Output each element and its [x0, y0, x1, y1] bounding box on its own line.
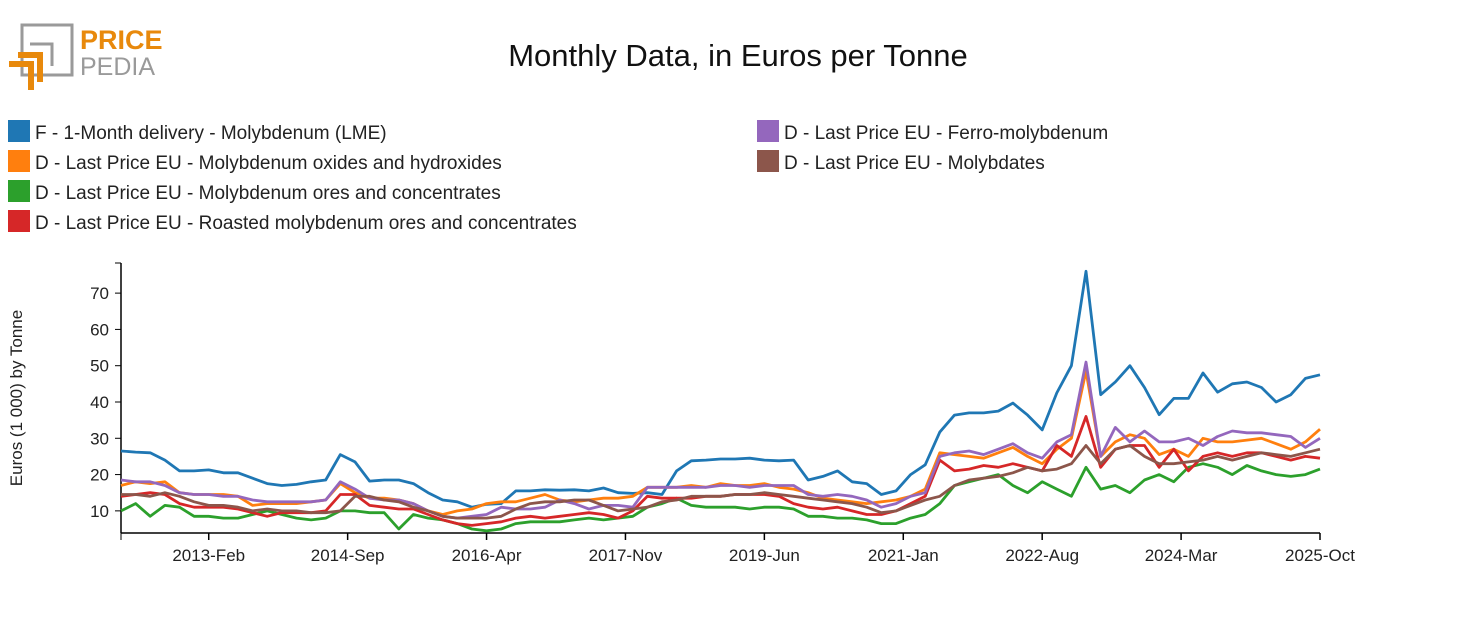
- y-tick-label: 60: [90, 320, 109, 339]
- legend-item[interactable]: D - Last Price EU - Ferro-molybdenum: [757, 120, 1108, 144]
- y-tick-label: 40: [90, 393, 109, 412]
- x-tick-label: 2024-Mar: [1145, 546, 1218, 565]
- legend-item[interactable]: D - Last Price EU - Molybdates: [757, 150, 1045, 174]
- series-line-1: [120, 369, 1321, 516]
- svg-text:PEDIA: PEDIA: [80, 53, 155, 81]
- x-tick-label: 2016-Apr: [452, 546, 522, 565]
- legend-label: D - Last Price EU - Ferro-molybdenum: [784, 123, 1108, 144]
- series-line-4: [120, 360, 1321, 520]
- legend-swatch: [8, 150, 30, 172]
- legend-item[interactable]: F - 1-Month delivery - Molybdenum (LME): [8, 120, 387, 144]
- y-tick-label: 10: [90, 502, 109, 521]
- legend-swatch: [8, 180, 30, 202]
- series-line-0: [120, 269, 1321, 509]
- legend-label: D - Last Price EU - Roasted molybdenum o…: [35, 213, 577, 234]
- series-line-5: [121, 444, 1321, 520]
- x-tick-label: 2019-Jun: [729, 546, 800, 565]
- series-lines: [120, 269, 1321, 533]
- y-tick-label: 20: [90, 466, 109, 485]
- x-tick-label: 2014-Sep: [311, 546, 385, 565]
- legend-swatch: [757, 120, 779, 142]
- y-axis-label: Euros (1 000) by Tonne: [7, 310, 26, 486]
- legend-swatch: [8, 120, 30, 142]
- series-line-2: [120, 462, 1321, 533]
- legend-item[interactable]: D - Last Price EU - Molybdenum ores and …: [8, 180, 501, 204]
- x-tick-label: 2017-Nov: [589, 546, 663, 565]
- x-tick-label: 2025-Oct: [1285, 546, 1355, 565]
- chart-title: Monthly Data, in Euros per Tonne: [508, 38, 968, 73]
- y-tick-label: 70: [90, 284, 109, 303]
- y-tick-label: 30: [90, 429, 109, 448]
- svg-text:PRICE: PRICE: [80, 25, 163, 55]
- legend: F - 1-Month delivery - Molybdenum (LME) D…: [8, 120, 1108, 234]
- legend-swatch: [757, 150, 779, 172]
- legend-label: D - Last Price EU - Molybdenum ores and …: [35, 183, 501, 204]
- x-tick-label: 2022-Aug: [1005, 546, 1079, 565]
- pricepedia-logo: PRICE PEDIA: [9, 23, 163, 90]
- legend-label: D - Last Price EU - Molybdenum oxides an…: [35, 153, 502, 174]
- x-tick-label: 2013-Feb: [172, 546, 245, 565]
- legend-label: F - 1-Month delivery - Molybdenum (LME): [35, 123, 387, 144]
- legend-swatch: [8, 210, 30, 232]
- x-tick-label: 2021-Jan: [868, 546, 939, 565]
- legend-item[interactable]: D - Last Price EU - Molybdenum oxides an…: [8, 150, 502, 174]
- y-tick-label: 50: [90, 357, 109, 376]
- legend-label: D - Last Price EU - Molybdates: [784, 153, 1045, 174]
- legend-item[interactable]: D - Last Price EU - Roasted molybdenum o…: [8, 210, 577, 234]
- axes: 10 20 30 40 50 60 70 2013-Feb 2014-Sep 2016-Apr 20…: [90, 262, 1355, 565]
